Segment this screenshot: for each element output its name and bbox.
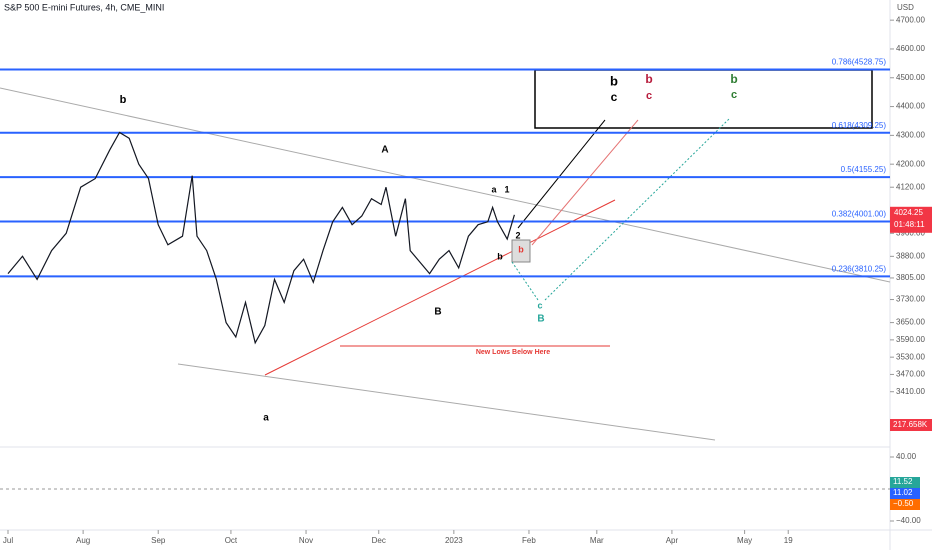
- currency: USD: [897, 3, 914, 12]
- trendline: [177, 363, 716, 441]
- y-tick-label: 3410.00: [896, 387, 925, 396]
- y-tick-label: 3960.00: [896, 228, 925, 237]
- y-tick-label: 3730.00: [896, 295, 925, 304]
- last-price-box: [890, 206, 932, 233]
- wave-label: a: [491, 184, 497, 194]
- wave-label: 2: [515, 230, 520, 240]
- y-tick-label: 3880.00: [896, 251, 925, 260]
- wave-label: c: [611, 90, 618, 104]
- y-tick-label: 4120.00: [896, 182, 925, 191]
- volume-box: [890, 419, 932, 431]
- arrow: [544, 117, 731, 301]
- x-tick-label: Aug: [76, 536, 90, 545]
- chart-title: S&P 500 E-mini Futures, 4h, CME_MINI: [4, 2, 164, 12]
- fib-label: 0.786(4528.75): [832, 58, 887, 67]
- x-tick-label: 2023: [445, 536, 463, 545]
- wave-label: c: [537, 300, 542, 310]
- x-tick-label: Feb: [522, 536, 536, 545]
- y-tick-label: 4200.00: [896, 159, 925, 168]
- wave-label: B: [537, 314, 544, 325]
- osc-reading: 11.02: [893, 488, 913, 497]
- y-tick-label: 4600.00: [896, 44, 925, 53]
- osc-reading-box: [890, 477, 920, 488]
- x-tick-label: May: [737, 536, 752, 545]
- last-price: 4024.25: [894, 208, 923, 217]
- trendline: [0, 87, 891, 283]
- osc-tick-label: −40.00: [896, 516, 921, 525]
- wave-label: B: [434, 307, 441, 318]
- wave-label: New Lows Below Here: [476, 349, 550, 356]
- x-tick-label: Apr: [666, 536, 679, 545]
- wave-label: c: [646, 90, 652, 102]
- x-tick-label: Oct: [225, 536, 238, 545]
- wave-label: c: [731, 89, 737, 101]
- osc-reading: 11.52: [893, 477, 913, 486]
- osc-reading: −0.50: [893, 499, 914, 508]
- fib-label: 0.5(4155.25): [841, 165, 887, 174]
- wave-label: b: [645, 72, 652, 86]
- arrow: [517, 119, 606, 229]
- osc-reading-box: [890, 499, 920, 510]
- y-tick-label: 3650.00: [896, 318, 925, 327]
- y-tick-label: 4500.00: [896, 73, 925, 82]
- x-tick-label: 19: [784, 536, 793, 545]
- x-tick-label: Mar: [590, 536, 604, 545]
- fib-label: 0.382(4001.00): [832, 210, 887, 219]
- y-tick-label: 4700.00: [896, 15, 925, 24]
- y-tick-label: 4400.00: [896, 102, 925, 111]
- wave-label: b: [120, 94, 127, 106]
- wave-label: a: [263, 413, 269, 424]
- y-tick-label: 3590.00: [896, 335, 925, 344]
- x-tick-label: Sep: [151, 536, 166, 545]
- y-tick-label: 3805.00: [896, 273, 925, 282]
- y-tick-label: 4300.00: [896, 130, 925, 139]
- fib-label: 0.618(4309.25): [832, 121, 887, 130]
- arrow: [531, 119, 639, 246]
- x-tick-label: Dec: [372, 536, 386, 545]
- marker-box: [511, 239, 531, 263]
- osc-reading-box: [890, 488, 920, 499]
- wave-label: 1: [504, 184, 509, 194]
- y-tick-label: 3530.00: [896, 352, 925, 361]
- trendline: [264, 199, 616, 376]
- osc-tick-label: 40.00: [896, 452, 917, 461]
- x-tick-label: Nov: [299, 536, 313, 545]
- y-tick-label: 3470.00: [896, 370, 925, 379]
- countdown: 01:48:11: [894, 220, 925, 229]
- volume-label: 217.658K: [893, 420, 928, 429]
- wave-label: b: [730, 72, 737, 86]
- price-line: [7, 131, 515, 345]
- wave-label: b: [497, 251, 503, 261]
- fib-label: 0.236(3810.25): [832, 265, 887, 274]
- wave-label: A: [381, 145, 388, 156]
- x-tick-label: Jul: [3, 536, 13, 545]
- wave-label: b: [610, 73, 618, 88]
- wave-label: b: [518, 244, 524, 254]
